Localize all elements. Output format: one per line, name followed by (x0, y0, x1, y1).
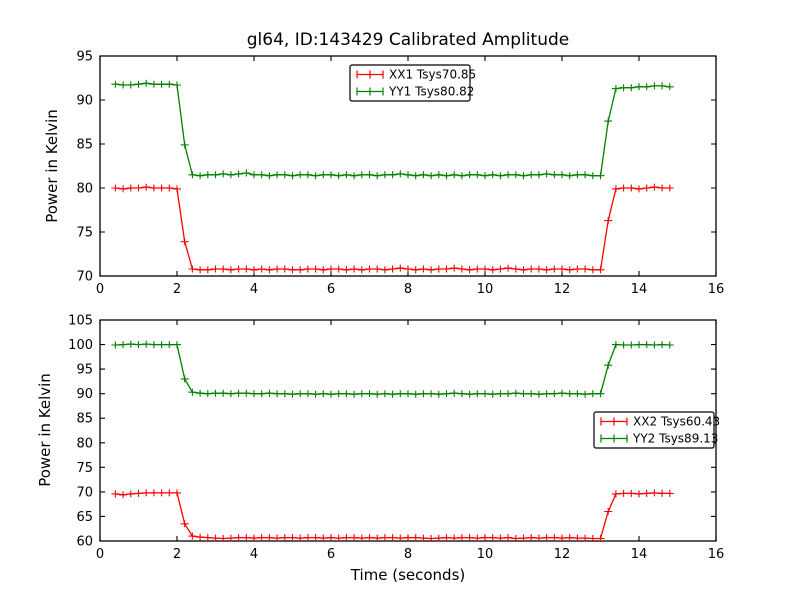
x-tick-label: 0 (96, 547, 104, 562)
y-tick-label: 70 (76, 485, 93, 500)
x-tick-label: 4 (250, 547, 258, 562)
y-tick-label: 70 (76, 270, 93, 285)
x-axis-label: Time (seconds) (350, 566, 466, 584)
y-tick-label: 90 (76, 94, 93, 109)
y-tick-label: 75 (76, 461, 93, 476)
x-tick-label: 12 (554, 282, 571, 297)
y-axis-label-top: Power in Kelvin (43, 109, 61, 223)
x-tick-label: 8 (404, 547, 412, 562)
axis-ticks (99, 55, 717, 277)
y-tick-label: 105 (68, 314, 93, 329)
y-tick-label: 90 (76, 387, 93, 402)
legend-top: XX1 Tsys70.85 YY1 Tsys80.82 (349, 64, 476, 102)
series-line-yy2 (115, 343, 670, 395)
y-tick-label: 80 (76, 182, 93, 197)
y-tick-label: 75 (76, 226, 93, 241)
y-tick-label: 95 (76, 50, 93, 65)
legend-label-yy1: YY1 Tsys80.82 (388, 85, 474, 99)
legend-label-yy2: YY2 Tsys89.13 (632, 432, 718, 446)
subplot-bottom: 0 2 4 6 8 10 12 14 16 60 65 70 75 80 85 90 95 100 105 XX2 T… (68, 314, 724, 563)
x-tick-label: 12 (554, 547, 571, 562)
x-tick-label: 16 (708, 547, 725, 562)
y-tick-label: 95 (76, 363, 93, 378)
series-markers-xx2 (111, 489, 674, 542)
legend-bottom: XX2 Tsys60.43 YY2 Tsys89.13 (593, 411, 720, 449)
x-tick-label: 0 (96, 282, 104, 297)
x-tick-label: 16 (708, 282, 725, 297)
legend-label-xx2: XX2 Tsys60.43 (633, 415, 720, 429)
chart-title: gl64, ID:143429 Calibrated Amplitude (247, 30, 569, 50)
legend-symbol-xx1 (356, 70, 384, 79)
x-tick-label: 14 (631, 282, 648, 297)
y-tick-label: 60 (76, 535, 93, 550)
x-tick-label: 2 (173, 547, 181, 562)
y-axis-label-bottom: Power in Kelvin (36, 373, 54, 487)
x-tick-label: 8 (404, 282, 412, 297)
x-tick-label: 6 (327, 282, 335, 297)
subplot-top: 0 2 4 6 8 10 12 14 16 70 75 80 85 90 95 XX1 Tsys70.85 YY… (76, 50, 724, 298)
legend-label-xx1: XX1 Tsys70.85 (389, 68, 476, 82)
y-tick-label: 85 (76, 138, 93, 153)
y-tick-label: 80 (76, 436, 93, 451)
legend-symbol-yy1 (356, 87, 384, 96)
x-tick-label: 2 (173, 282, 181, 297)
legend-symbol-xx2 (600, 417, 628, 426)
x-tick-label: 6 (327, 547, 335, 562)
series-line-xx1 (115, 186, 670, 271)
x-tick-label: 14 (631, 547, 648, 562)
series-markers-yy2 (111, 340, 674, 398)
y-tick-label: 100 (68, 338, 93, 353)
x-tick-label: 4 (250, 282, 258, 297)
x-tick-label: 10 (477, 282, 494, 297)
series-line-xx2 (115, 492, 670, 540)
y-tick-label: 65 (76, 510, 93, 525)
y-tick-label: 85 (76, 412, 93, 427)
series-markers-xx1 (111, 183, 674, 274)
series-markers-yy1 (111, 79, 674, 180)
x-tick-label: 10 (477, 547, 494, 562)
legend-symbol-yy2 (600, 434, 628, 443)
